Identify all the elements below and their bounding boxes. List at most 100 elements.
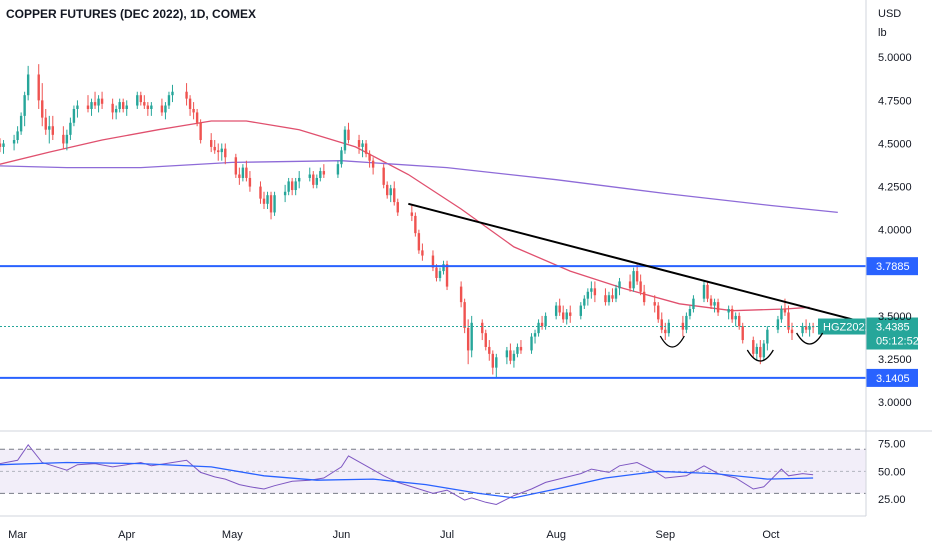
time-tick-label: Sep: [655, 529, 675, 541]
candle: [519, 340, 523, 354]
candle-body: [569, 312, 572, 316]
price-axis: USD lb 5.0000 4.7500 4.5000 4.2500 4.0000 3.5…: [8, 0, 912, 541]
candle: [65, 129, 69, 151]
candle: [396, 198, 399, 216]
candle: [51, 115, 54, 141]
candle: [93, 91, 97, 109]
candle-body: [41, 100, 44, 118]
candle: [72, 105, 76, 127]
candle-body: [463, 302, 466, 328]
candle-body: [44, 117, 47, 130]
candle-body: [167, 95, 171, 106]
candle-body: [259, 186, 262, 199]
candle: [586, 288, 590, 306]
candle-body: [664, 329, 667, 334]
candle-body: [76, 105, 79, 109]
rsi-panel[interactable]: 75.00 50.00 25.00: [0, 439, 906, 506]
candle: [611, 288, 614, 303]
candle-body: [808, 326, 811, 330]
candle: [357, 134, 361, 154]
candle: [431, 250, 435, 272]
candle-body: [139, 95, 142, 103]
candle-body: [248, 177, 252, 187]
current-price-label: 3.4385: [876, 322, 910, 334]
candle: [171, 84, 174, 103]
candle: [730, 305, 734, 323]
candle: [618, 277, 621, 296]
candle: [2, 140, 5, 154]
candle-body: [734, 315, 737, 320]
moving-averages: [0, 120, 838, 312]
candle-body: [604, 295, 607, 303]
candle-body: [224, 148, 227, 158]
candle-body: [160, 105, 164, 113]
candle-body: [752, 340, 755, 354]
level-price-tag: [866, 368, 918, 387]
rsi-tick-label: 25.00: [878, 494, 906, 506]
candle: [558, 298, 561, 316]
candle-body: [583, 298, 586, 306]
candle: [544, 312, 547, 330]
candle-body: [618, 281, 621, 289]
candle-body: [266, 195, 269, 204]
candle: [410, 205, 414, 222]
candle-body: [762, 343, 766, 358]
candle-body: [533, 333, 537, 337]
candle-body: [685, 315, 688, 330]
candle-body: [438, 271, 442, 278]
candle: [442, 260, 445, 275]
candle-body: [294, 181, 297, 191]
candle-body: [632, 271, 635, 289]
candle-body: [241, 167, 245, 178]
candle: [319, 167, 322, 182]
candle-body: [357, 140, 361, 147]
candle-body: [220, 148, 223, 153]
candle: [776, 315, 780, 334]
candle-body: [23, 95, 26, 116]
candle: [664, 322, 667, 341]
time-tick-label: Mar: [8, 529, 27, 541]
time-tick-label: Oct: [762, 529, 779, 541]
candle: [470, 315, 473, 358]
price-tick-label: 3.5000: [878, 311, 912, 323]
candle-body: [639, 281, 642, 292]
candle: [386, 181, 389, 199]
candle: [752, 336, 755, 358]
candle: [371, 157, 375, 175]
time-tick-label: May: [222, 529, 243, 541]
candle-body: [97, 98, 100, 106]
candle-body: [290, 181, 294, 191]
rsi-tick-label: 75.00: [878, 439, 906, 451]
candle: [76, 100, 79, 118]
candle: [505, 346, 509, 365]
candle: [512, 350, 516, 368]
candle: [642, 284, 646, 306]
candle: [266, 191, 269, 209]
candle-body: [69, 122, 72, 135]
candle-body: [442, 264, 445, 272]
candle: [259, 181, 262, 204]
candle: [0, 138, 2, 153]
candle: [294, 177, 297, 196]
candle-body: [217, 150, 220, 153]
candle: [136, 91, 139, 109]
candle-body: [579, 305, 582, 316]
candlesticks[interactable]: [0, 64, 815, 378]
candle-body: [371, 160, 375, 168]
candle: [62, 126, 65, 149]
candle-body: [48, 126, 51, 130]
candle-body: [368, 153, 371, 161]
candle-body: [382, 167, 385, 185]
candle-body: [361, 143, 364, 147]
candle: [414, 212, 417, 237]
candle-body: [484, 333, 487, 347]
candle-body: [386, 184, 389, 196]
rsi-line-rsi_ma: [0, 461, 814, 499]
candle: [364, 140, 368, 158]
candle: [579, 302, 582, 320]
candle: [692, 295, 695, 313]
candle-body: [727, 309, 730, 313]
candle-body: [2, 143, 5, 147]
candle-body: [431, 255, 435, 268]
